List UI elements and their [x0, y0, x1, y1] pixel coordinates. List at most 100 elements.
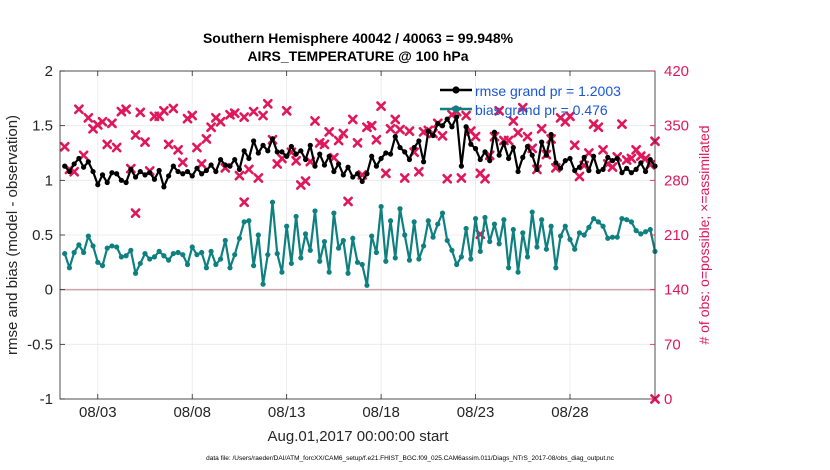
- y-tick-label-left: 0.5: [32, 227, 53, 244]
- bias-point: [491, 221, 498, 227]
- rmse-point: [132, 174, 139, 180]
- legend-bias-marker: [452, 105, 460, 113]
- rmse-point: [463, 124, 469, 130]
- rmse-point: [387, 151, 394, 157]
- rmse-point: [331, 168, 337, 175]
- obs-marker-stroke: [168, 103, 179, 114]
- rmse-point: [609, 158, 616, 164]
- bias-point: [539, 217, 545, 223]
- rmse-point: [175, 168, 181, 175]
- rmse-point: [605, 154, 611, 160]
- rmse-point: [435, 120, 441, 127]
- rmse-point: [166, 173, 172, 179]
- rmse-point: [269, 136, 276, 142]
- bias-point: [175, 249, 181, 256]
- rmse-point: [534, 166, 540, 172]
- obs-marker-stroke: [338, 128, 349, 139]
- bias-point: [586, 224, 592, 230]
- obs-marker-stroke: [475, 168, 486, 179]
- rmse-point: [222, 162, 228, 168]
- obs-assimilated-marker: [607, 162, 618, 172]
- bias-point: [378, 203, 384, 210]
- obs-assimilated-marker: [262, 98, 273, 109]
- obs-assimilated-marker: [107, 118, 117, 129]
- obs-marker-stroke: [404, 126, 415, 137]
- bias-point: [501, 217, 507, 223]
- bias-point: [619, 216, 625, 222]
- bias-point: [227, 265, 233, 271]
- obs-assimilated-marker: [206, 122, 217, 133]
- obs-assimilated-marker: [565, 111, 575, 122]
- obs-marker-stroke: [291, 155, 302, 166]
- obs-marker-stroke: [442, 173, 453, 184]
- rmse-point: [642, 168, 649, 175]
- obs-marker-stroke: [130, 208, 141, 219]
- rmse-point: [591, 153, 597, 159]
- obs-marker-stroke: [565, 111, 575, 122]
- bias-point: [81, 249, 87, 256]
- obs-marker-stroke: [395, 124, 405, 135]
- bias-point: [633, 228, 639, 234]
- bias-point: [99, 263, 106, 269]
- rmse-point: [576, 164, 583, 170]
- rmse-point: [151, 176, 158, 182]
- obs-assimilated-marker: [291, 155, 302, 166]
- obs-assimilated-marker: [376, 101, 387, 112]
- rmse-point: [454, 114, 460, 120]
- rmse-point: [491, 129, 498, 135]
- rmse-point: [128, 166, 134, 172]
- obs-assimilated-marker: [352, 137, 363, 148]
- rmse-point: [619, 170, 625, 176]
- obs-assimilated-marker: [187, 110, 198, 121]
- bias-point: [118, 254, 124, 260]
- obs-marker-stroke: [347, 114, 358, 125]
- obs-assimilated-marker: [380, 168, 391, 179]
- obs-assimilated-marker: [442, 173, 453, 184]
- rmse-point: [553, 160, 559, 166]
- bias-point: [147, 256, 153, 262]
- rmse-point: [302, 156, 309, 163]
- obs-marker-stroke: [593, 122, 604, 133]
- obs-marker-stroke: [371, 134, 382, 145]
- bias-point: [298, 255, 304, 261]
- obs-assimilated-marker: [390, 114, 401, 125]
- rmse-point: [477, 156, 483, 163]
- obs-marker-stroke: [366, 120, 377, 131]
- obs-assimilated-marker: [626, 153, 637, 164]
- bias-point: [137, 260, 143, 267]
- x-tick-label: 08/28: [551, 404, 589, 421]
- rmse-point: [472, 146, 479, 152]
- rmse-point: [260, 142, 266, 148]
- bias-point: [454, 261, 460, 268]
- obs-marker-stroke: [617, 119, 627, 130]
- bias-point: [548, 223, 554, 229]
- rmse-point: [194, 165, 200, 171]
- obs-marker-stroke: [234, 170, 245, 181]
- rmse-point: [392, 134, 398, 140]
- rmse-point: [180, 171, 186, 177]
- bias-point: [520, 230, 526, 236]
- bias-point: [463, 225, 469, 232]
- bias-point: [95, 259, 101, 265]
- rmse-point: [62, 163, 68, 169]
- obs-marker-stroke: [206, 122, 217, 133]
- y-tick-label-left: 1.5: [32, 118, 53, 135]
- rmse-point: [562, 158, 568, 164]
- bias-point: [421, 243, 427, 249]
- bias-point: [71, 249, 77, 256]
- rmse-point: [586, 167, 592, 174]
- bias-point: [642, 229, 649, 235]
- rmse-point: [628, 170, 634, 176]
- obs-marker-stroke: [569, 140, 580, 151]
- obs-marker-stroke: [248, 106, 259, 117]
- obs-assimilated-marker: [343, 196, 353, 207]
- obs-marker-stroke: [461, 110, 472, 121]
- obs-marker-stroke: [399, 173, 410, 183]
- bias-point: [194, 252, 200, 258]
- obs-marker-stroke: [583, 148, 594, 158]
- rmse-point: [581, 154, 587, 160]
- bias-point: [576, 230, 583, 236]
- bias-point: [609, 234, 616, 240]
- bias-point: [425, 218, 431, 224]
